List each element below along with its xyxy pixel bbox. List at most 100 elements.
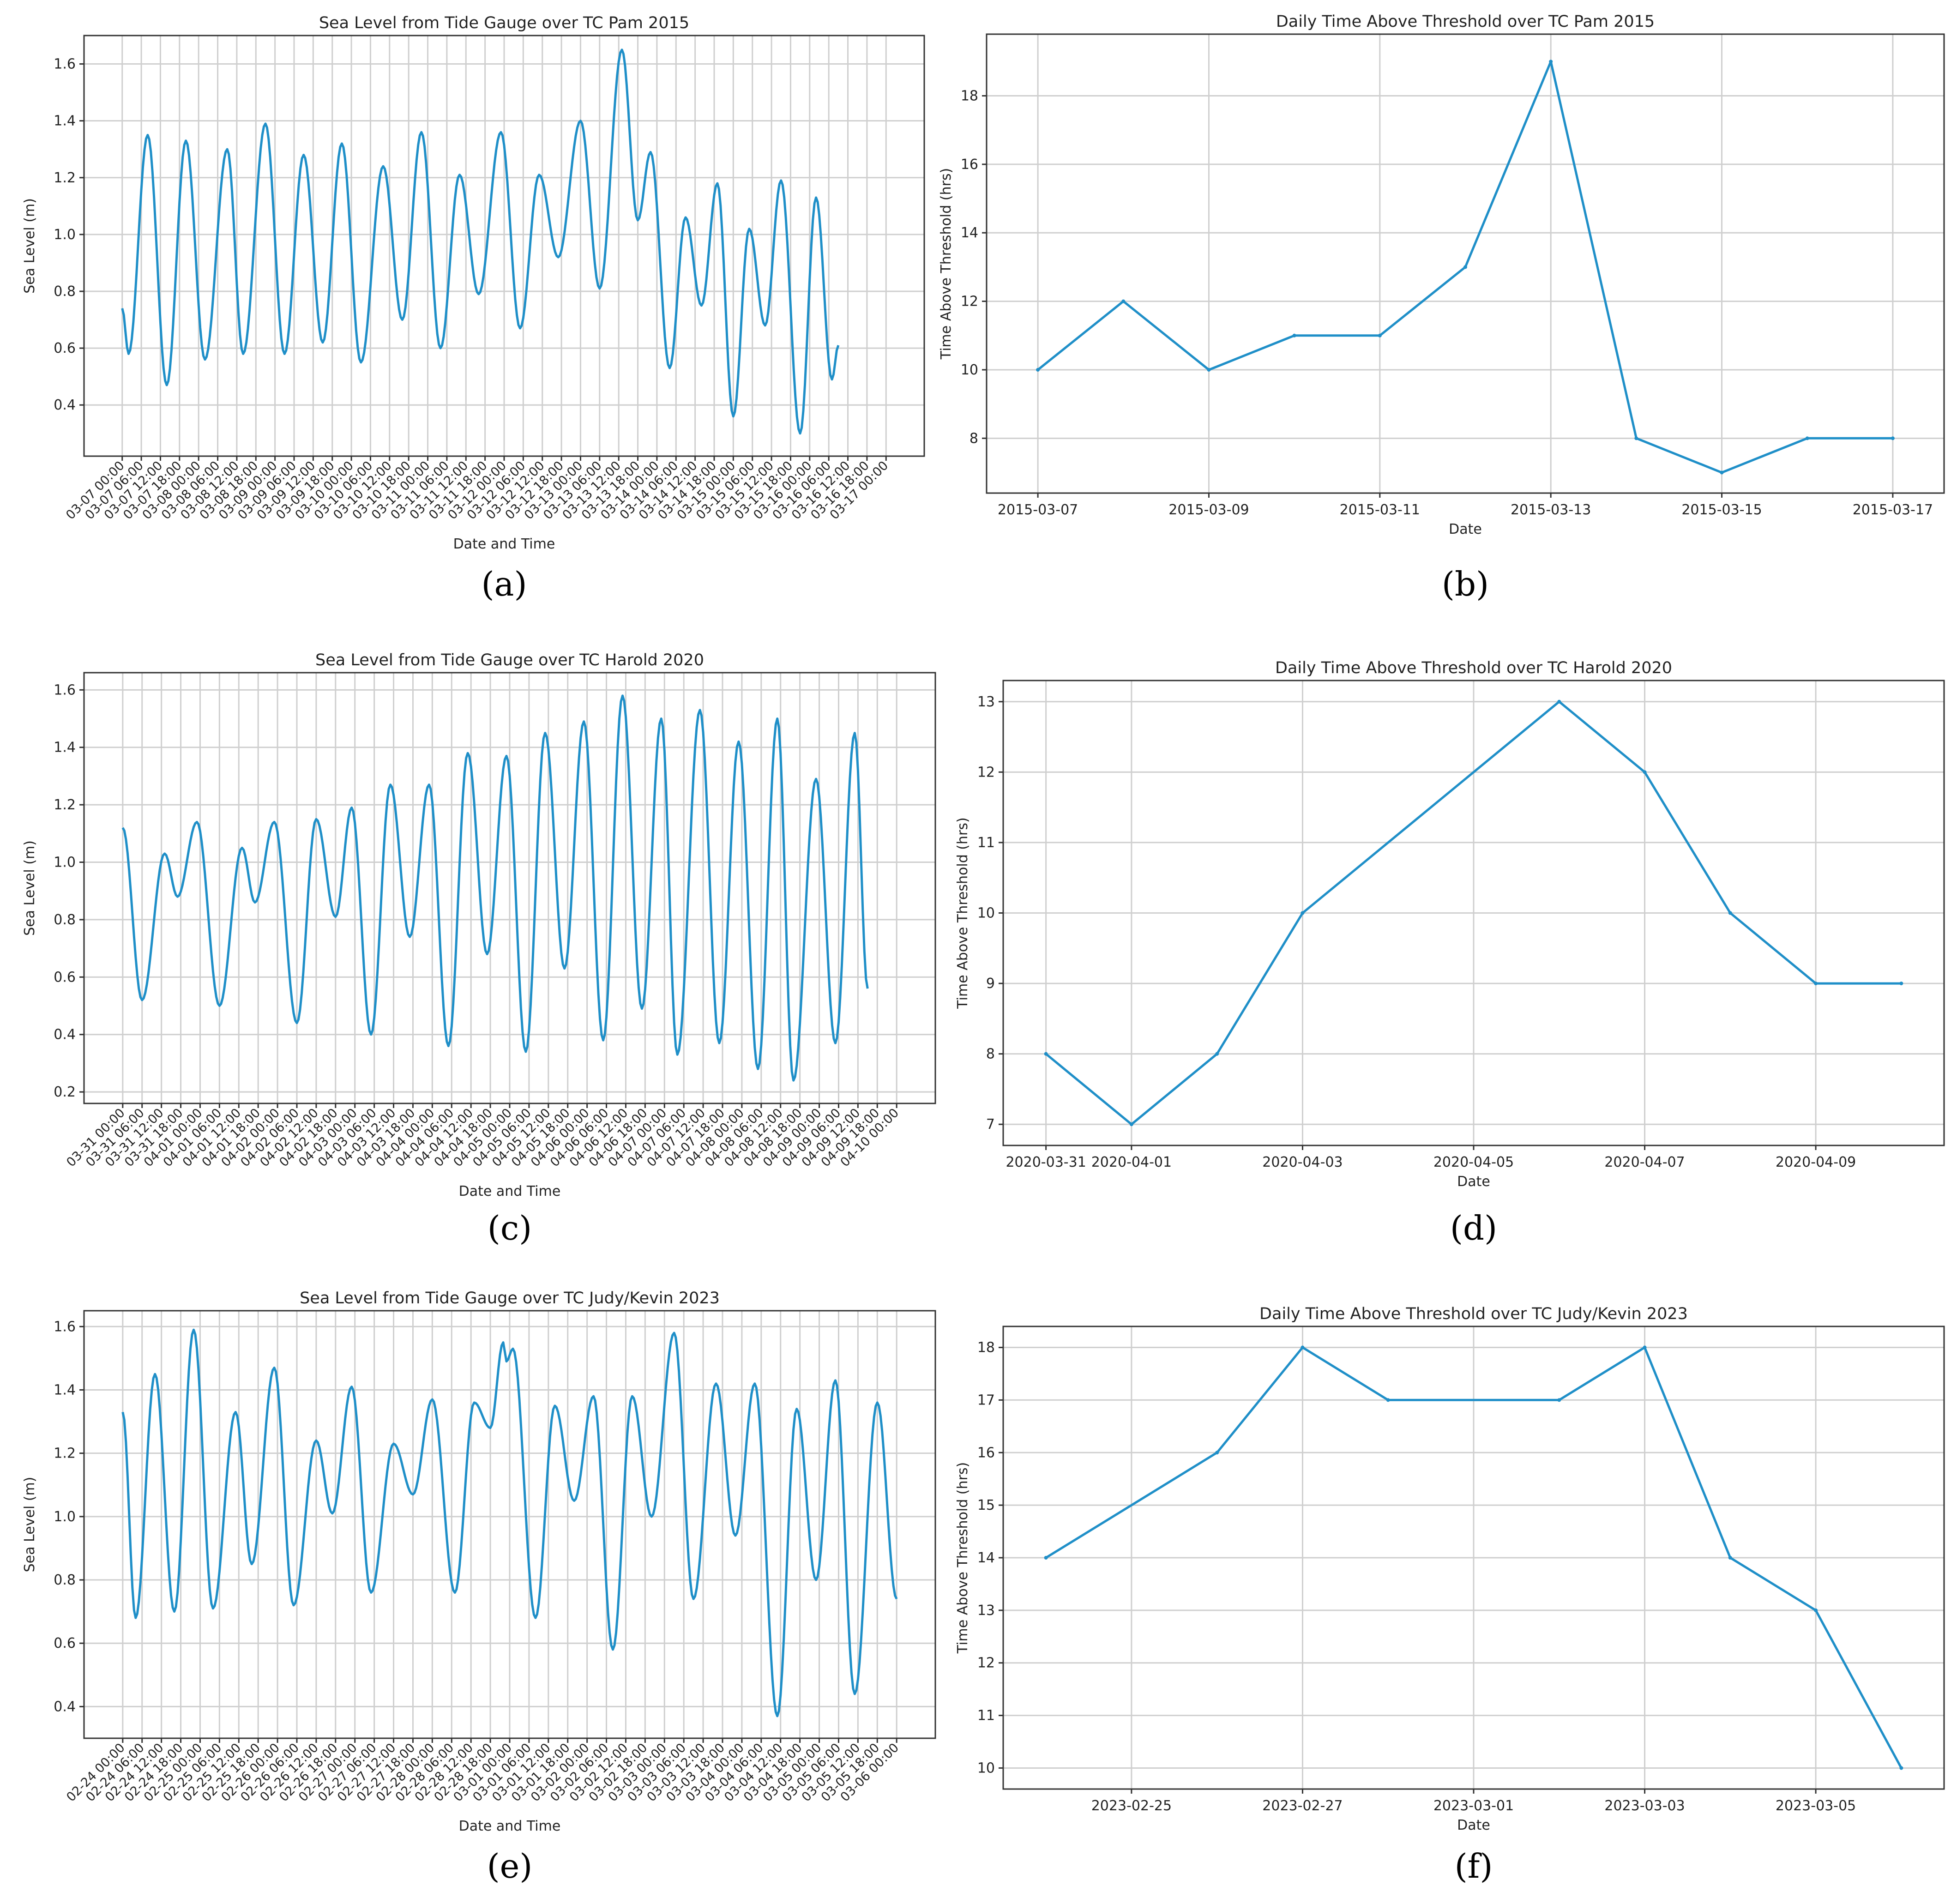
x-axis-label: Date and Time bbox=[459, 1183, 561, 1199]
y-tick-label: 10 bbox=[977, 905, 995, 922]
y-tick-label: 7 bbox=[986, 1116, 995, 1133]
chart-title: Daily Time Above Threshold over TC Pam 2… bbox=[1276, 12, 1655, 31]
y-axis-label: Sea Level (m) bbox=[22, 198, 38, 294]
x-tick-label: 2020-04-03 bbox=[1262, 1154, 1343, 1170]
y-tick-label: 12 bbox=[977, 764, 995, 780]
x-tick-label: 2023-03-01 bbox=[1433, 1798, 1514, 1814]
data-point bbox=[1728, 1556, 1732, 1560]
data-point bbox=[1814, 1608, 1818, 1612]
data-point bbox=[1720, 470, 1724, 475]
y-axis-label: Time Above Threshold (hrs) bbox=[938, 168, 954, 360]
y-tick-label: 1.0 bbox=[54, 227, 76, 243]
x-axis-label: Date and Time bbox=[459, 1818, 561, 1834]
y-tick-label: 12 bbox=[961, 294, 978, 310]
panel-caption: (a) bbox=[481, 565, 527, 603]
panel-f: 10 11 12 13 14 15 16 17 18 2023-02-25 2023-02-27 20… bbox=[955, 1305, 1945, 1886]
data-point bbox=[1215, 1052, 1219, 1056]
panel-caption: (f) bbox=[1455, 1847, 1493, 1886]
data-point bbox=[1378, 333, 1382, 337]
y-tick-label: 16 bbox=[961, 157, 978, 173]
y-tick-label: 1.4 bbox=[54, 740, 76, 756]
y-tick-label: 0.2 bbox=[54, 1084, 76, 1100]
data-point bbox=[1301, 1345, 1305, 1350]
data-point bbox=[1728, 911, 1732, 915]
x-tick-label: 2020-04-09 bbox=[1776, 1154, 1856, 1170]
x-tick-label: 2023-02-25 bbox=[1091, 1798, 1172, 1814]
y-tick-label: 1.2 bbox=[54, 1446, 76, 1462]
data-point bbox=[1899, 982, 1903, 986]
data-point bbox=[1301, 911, 1305, 915]
y-axis-label: Sea Level (m) bbox=[22, 840, 38, 936]
y-tick-label: 10 bbox=[961, 362, 978, 378]
x-tick-label: 2015-03-09 bbox=[1168, 502, 1249, 518]
x-tick-label: 2020-04-07 bbox=[1604, 1154, 1685, 1170]
y-tick-label: 1.4 bbox=[54, 1382, 76, 1398]
data-point bbox=[1292, 333, 1296, 337]
data-point bbox=[1121, 299, 1126, 303]
y-tick-label: 0.6 bbox=[54, 1635, 76, 1651]
chart-title: Daily Time Above Threshold over TC Judy/… bbox=[1259, 1305, 1688, 1323]
data-point bbox=[1463, 265, 1467, 269]
x-tick-label: 2023-02-27 bbox=[1262, 1798, 1343, 1814]
data-point bbox=[1643, 1345, 1647, 1350]
x-axis-label: Date bbox=[1449, 521, 1482, 537]
data-point bbox=[1044, 1052, 1048, 1056]
y-tick-label: 18 bbox=[977, 1340, 995, 1356]
y-tick-label: 8 bbox=[986, 1046, 995, 1062]
y-tick-label: 8 bbox=[969, 430, 978, 446]
y-tick-label: 1.4 bbox=[54, 113, 76, 129]
y-axis-label: Time Above Threshold (hrs) bbox=[955, 817, 971, 1009]
x-tick-label: 2015-03-07 bbox=[998, 502, 1078, 518]
plot-frame bbox=[986, 33, 1945, 494]
data-point bbox=[1557, 699, 1561, 704]
y-tick-label: 1.6 bbox=[54, 1319, 76, 1335]
data-point bbox=[1386, 1398, 1390, 1402]
series-line bbox=[121, 1328, 898, 1717]
y-tick-label: 11 bbox=[977, 835, 995, 851]
chart-title: Sea Level from Tide Gauge over TC Pam 20… bbox=[319, 14, 689, 32]
panel-d: 7 8 9 10 11 12 13 2020-03-31 2020-04-01 2020-04-0… bbox=[955, 659, 1945, 1247]
x-tick-label: 2023-03-03 bbox=[1604, 1798, 1685, 1814]
y-tick-label: 0.8 bbox=[54, 912, 76, 928]
x-axis-label: Date and Time bbox=[453, 536, 555, 552]
y-tick-label: 10 bbox=[977, 1760, 995, 1776]
series-line bbox=[121, 694, 869, 1082]
y-tick-label: 16 bbox=[977, 1445, 995, 1461]
data-point bbox=[1207, 368, 1211, 372]
y-tick-label: 0.8 bbox=[54, 1572, 76, 1588]
x-tick-label: 2020-04-05 bbox=[1433, 1154, 1514, 1170]
data-point bbox=[1215, 1451, 1219, 1455]
chart-title: Sea Level from Tide Gauge over TC Harold… bbox=[315, 651, 704, 669]
y-tick-label: 12 bbox=[977, 1655, 995, 1671]
y-tick-label: 9 bbox=[986, 976, 995, 992]
y-tick-label: 1.0 bbox=[54, 1509, 76, 1525]
x-axis-label: Date bbox=[1457, 1817, 1490, 1833]
y-tick-label: 18 bbox=[961, 88, 978, 104]
panel-caption: (d) bbox=[1450, 1209, 1497, 1247]
data-point bbox=[1891, 436, 1895, 440]
x-tick-label: 2020-03-31 bbox=[1006, 1154, 1086, 1170]
panel-caption: (c) bbox=[488, 1209, 532, 1247]
y-tick-label: 0.4 bbox=[54, 1027, 76, 1043]
x-tick-label: 2023-03-05 bbox=[1776, 1798, 1856, 1814]
data-point bbox=[1899, 1766, 1903, 1770]
panel-caption: (b) bbox=[1442, 565, 1489, 603]
panel-c: 0.20.40.60.81.01.21.41.603-31 00:0003-31… bbox=[22, 651, 936, 1247]
panel-b: 8 10 12 14 16 18 2015-03-07 2015-03-09 2015-03-1… bbox=[938, 12, 1945, 603]
series-line bbox=[121, 48, 840, 435]
data-point bbox=[1634, 436, 1638, 440]
data-point bbox=[1557, 1398, 1561, 1402]
y-tick-label: 1.6 bbox=[54, 56, 76, 72]
y-tick-label: 13 bbox=[977, 1603, 995, 1619]
y-axis-label: Sea Level (m) bbox=[22, 1477, 38, 1573]
y-tick-label: 14 bbox=[977, 1550, 995, 1566]
data-point bbox=[1549, 60, 1553, 64]
y-tick-label: 15 bbox=[977, 1497, 995, 1513]
data-point bbox=[1036, 368, 1040, 372]
y-tick-label: 13 bbox=[977, 694, 995, 710]
x-axis-label: Date bbox=[1457, 1174, 1490, 1190]
y-tick-label: 1.0 bbox=[54, 855, 76, 871]
x-tick-label: 2020-04-01 bbox=[1091, 1154, 1172, 1170]
